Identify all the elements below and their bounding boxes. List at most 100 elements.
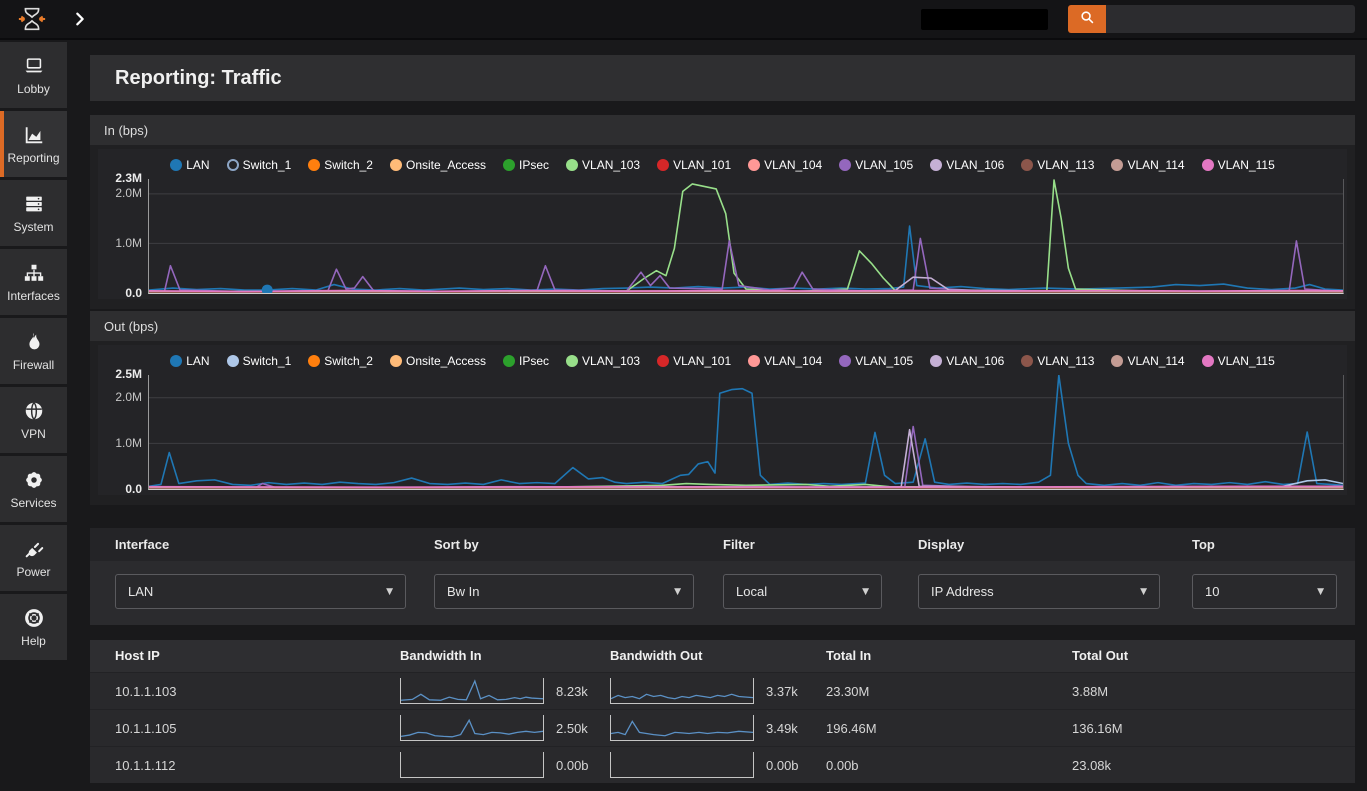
- legend-dot: [503, 355, 516, 367]
- legend-item-ipsec[interactable]: IPsec: [503, 354, 549, 368]
- fire-icon: [23, 331, 45, 353]
- legend-item-vlan_113[interactable]: VLAN_113: [1021, 158, 1094, 172]
- select-interface[interactable]: LAN ▼: [115, 574, 406, 609]
- sidebar-item-vpn[interactable]: VPN: [0, 387, 67, 453]
- select-top[interactable]: 10 ▼: [1192, 574, 1337, 609]
- page-header-panel: Reporting: Traffic: [90, 55, 1355, 101]
- masked-field: [921, 8, 1048, 30]
- sidebar-item-reporting[interactable]: Reporting: [0, 111, 67, 177]
- legend-item-vlan_101[interactable]: VLAN_101: [657, 354, 731, 368]
- series-lan: [149, 375, 1343, 486]
- legend-item-vlan_115[interactable]: VLAN_115: [1201, 354, 1275, 368]
- legend-dot: [170, 355, 183, 367]
- filter-group-display: Display IP Address ▼: [918, 528, 1160, 625]
- legend-item-vlan_115[interactable]: VLAN_115: [1201, 158, 1275, 172]
- sidebar-item-power[interactable]: Power: [0, 525, 67, 591]
- y-axis-tick: 0.0: [125, 286, 142, 300]
- legend-label: LAN: [186, 354, 210, 368]
- sidebar-item-firewall[interactable]: Firewall: [0, 318, 67, 384]
- select-filter[interactable]: Local ▼: [723, 574, 882, 609]
- y-axis-tick: 1.0M: [115, 436, 142, 450]
- legend-item-vlan_104[interactable]: VLAN_104: [748, 354, 822, 368]
- select-display[interactable]: IP Address ▼: [918, 574, 1160, 609]
- sidebar-item-interfaces[interactable]: Interfaces: [0, 249, 67, 315]
- sidebar-item-label: System: [13, 219, 54, 234]
- legend-item-vlan_106[interactable]: VLAN_106: [930, 158, 1004, 172]
- legend-item-vlan_114[interactable]: VLAN_114: [1111, 158, 1185, 172]
- column-header-0: Host IP: [115, 648, 160, 663]
- chart-out-legend: LAN Switch_1 Switch_2 Onsite_Access IPsec VLA…: [98, 354, 1347, 368]
- legend-item-switch_2[interactable]: Switch_2: [308, 158, 373, 172]
- chart-in-body: LAN Switch_1 Switch_2 Onsite_Access IPsec VLA…: [90, 145, 1355, 309]
- legend-item-vlan_113[interactable]: VLAN_113: [1021, 354, 1094, 368]
- legend-item-vlan_106[interactable]: VLAN_106: [930, 354, 1004, 368]
- traffic-table: Host IP Bandwidth In Bandwidth Out Total In…: [90, 640, 1355, 783]
- chart-in-title: In (bps): [104, 122, 149, 138]
- legend-item-vlan_105[interactable]: VLAN_105: [839, 354, 913, 368]
- legend-item-switch_1[interactable]: Switch_1: [226, 354, 291, 368]
- plug-icon: [23, 538, 45, 560]
- legend-dot: [566, 159, 579, 171]
- legend-label: Onsite_Access: [405, 158, 487, 172]
- legend-dot: [1111, 355, 1124, 367]
- table-header-row: Host IP Bandwidth In Bandwidth Out Total In…: [90, 640, 1355, 672]
- legend-dot: [748, 159, 761, 171]
- legend-item-vlan_104[interactable]: VLAN_104: [748, 158, 822, 172]
- chart-in-plot[interactable]: [148, 179, 1344, 294]
- legend-item-vlan_114[interactable]: VLAN_114: [1111, 354, 1185, 368]
- select-sort-by[interactable]: Bw In ▼: [434, 574, 694, 609]
- sparkline: [610, 715, 754, 741]
- chart-out-plot[interactable]: [148, 375, 1344, 490]
- sidebar-item-label: Reporting: [7, 150, 60, 165]
- sidebar-item-services[interactable]: Services: [0, 456, 67, 522]
- sidebar-item-help[interactable]: Help: [0, 594, 67, 660]
- sidebar-item-lobby[interactable]: Lobby: [0, 42, 67, 108]
- total-in-value: 23.30M: [826, 684, 870, 699]
- sidebar-nav: Lobby Reporting System Interfaces Firewall VP…: [0, 42, 67, 791]
- legend-label: VLAN_105: [855, 354, 914, 368]
- legend-item-lan[interactable]: LAN: [170, 158, 210, 172]
- total-in-value: 0.00b: [826, 758, 859, 773]
- series-vlan_105: [149, 238, 1343, 291]
- filter-label-display: Display: [918, 537, 965, 552]
- legend-label: VLAN_104: [764, 158, 823, 172]
- legend-item-switch_2[interactable]: Switch_2: [308, 354, 373, 368]
- sitemap-icon: [23, 262, 45, 284]
- filter-panel: Interface LAN ▼ Sort by Bw In ▼ Filter Local ▼ Di…: [90, 528, 1355, 625]
- legend-dot: [226, 355, 239, 367]
- chevron-down-icon: ▼: [1317, 586, 1324, 597]
- legend-item-lan[interactable]: LAN: [170, 354, 210, 368]
- y-axis-tick: 0.0: [125, 482, 142, 496]
- menu-collapse-chevron-icon[interactable]: [72, 11, 88, 27]
- legend-dot: [839, 355, 852, 367]
- legend-label: Switch_1: [242, 158, 292, 172]
- bandwidth-out-value: 0.00b: [766, 758, 799, 773]
- legend-item-vlan_103[interactable]: VLAN_103: [566, 354, 640, 368]
- legend-label: Switch_2: [324, 354, 373, 368]
- chart-out-canvas: LAN Switch_1 Switch_2 Onsite_Access IPsec VLA…: [98, 345, 1347, 496]
- legend-label: IPsec: [519, 158, 550, 172]
- legend-label: LAN: [186, 158, 210, 172]
- chart-in-canvas: LAN Switch_1 Switch_2 Onsite_Access IPsec VLA…: [98, 149, 1347, 300]
- search-group: [1068, 5, 1355, 33]
- brand-logo-icon[interactable]: [16, 3, 48, 35]
- sidebar-item-system[interactable]: System: [0, 180, 67, 246]
- legend-item-ipsec[interactable]: IPsec: [503, 158, 549, 172]
- legend-label: VLAN_103: [582, 354, 641, 368]
- legend-item-onsite_access[interactable]: Onsite_Access: [389, 158, 487, 172]
- total-out-value: 23.08k: [1072, 758, 1112, 773]
- legend-dot: [748, 355, 761, 367]
- table-row: 10.1.1.105 2.50k 3.49k 196.46M 136.16M: [90, 709, 1355, 746]
- legend-label: VLAN_114: [1127, 354, 1185, 368]
- search-button[interactable]: [1068, 5, 1106, 33]
- legend-item-switch_1[interactable]: Switch_1: [226, 158, 292, 172]
- legend-item-vlan_103[interactable]: VLAN_103: [566, 158, 640, 172]
- top-navbar: [0, 0, 1367, 40]
- legend-item-onsite_access[interactable]: Onsite_Access: [389, 354, 486, 368]
- legend-dot: [170, 159, 183, 171]
- legend-label: VLAN_115: [1217, 158, 1275, 172]
- legend-item-vlan_105[interactable]: VLAN_105: [839, 158, 913, 172]
- search-input[interactable]: [1106, 5, 1355, 33]
- bandwidth-out-value: 3.37k: [766, 684, 798, 699]
- legend-item-vlan_101[interactable]: VLAN_101: [657, 158, 731, 172]
